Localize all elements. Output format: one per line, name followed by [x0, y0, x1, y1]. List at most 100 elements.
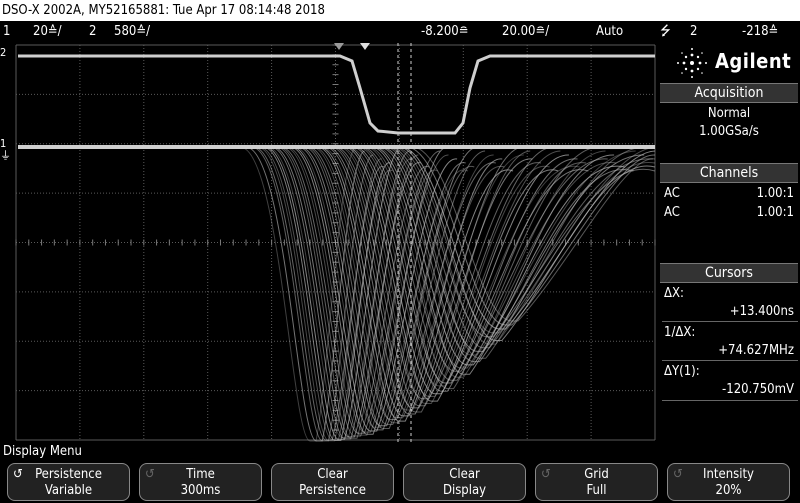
- status-bar: 1 20≙/ 2 580≙/ -8.200≘ 20.00≘/ Auto ⭍ 2 …: [0, 21, 800, 42]
- channel-1-persistence-trace: [384, 146, 643, 359]
- channel-1-persistence-trace: [389, 146, 656, 338]
- channel-1-persistence-trace: [278, 146, 430, 437]
- ch1-ground-label: 1: [0, 137, 7, 150]
- channel-1-persistence-trace: [367, 146, 617, 369]
- trigger-position-marker[interactable]: [334, 43, 344, 50]
- channel-1-persistence-trace: [327, 146, 533, 409]
- softkey-value-5: Full: [586, 483, 607, 498]
- softkey-clear-display[interactable]: Clear Display: [403, 463, 526, 501]
- channel-1-persistence-trace: [311, 146, 494, 424]
- channel-1-persistence-trace: [411, 146, 656, 322]
- delta-x-value: +13.400ns: [729, 304, 794, 319]
- channel-1-persistence-trace: [398, 146, 656, 341]
- softkey-bar: ↺ Persistence Variable ↺ Time 300ms Clea…: [0, 460, 800, 503]
- ch2-ground-label: 2: [0, 46, 7, 59]
- softkey-clear-persistence[interactable]: Clear Persistence: [271, 463, 394, 501]
- side-panel: Agilent Acquisition Normal 1.00GSa/s Cha…: [660, 43, 800, 442]
- softkey-value-6: 20%: [715, 483, 742, 498]
- ch2-coupling: AC: [664, 205, 680, 220]
- time-scale[interactable]: 20.00≘/: [502, 24, 550, 39]
- waveform-display[interactable]: 2 1 ⏚: [0, 43, 660, 442]
- channel-1-persistence-trace: [257, 146, 383, 442]
- time-offset[interactable]: -8.200≘: [421, 24, 469, 39]
- ch1-ground-marker[interactable]: 1 ⏚: [0, 137, 16, 162]
- channel-1-persistence-trace: [346, 146, 569, 395]
- channel-1-persistence-trace: [321, 146, 524, 411]
- entry-knob-icon: ↺: [673, 467, 683, 482]
- channel-1-persistence-trace: [365, 146, 606, 378]
- ch2-scale[interactable]: 580≙/: [114, 24, 151, 39]
- inverse-delta-x-label: 1/ΔX:: [664, 325, 696, 340]
- channel-1-persistence-trace: [262, 146, 391, 441]
- ground-icon: ⏚: [0, 149, 11, 162]
- trigger-source[interactable]: 2: [690, 24, 698, 39]
- delta-x-label: ΔX:: [664, 286, 684, 301]
- channel-1-persistence-trace: [406, 146, 656, 326]
- channel-1-persistence-trace: [357, 146, 587, 390]
- channel-1-persistence-trace: [270, 146, 410, 440]
- menu-title: Display Menu: [3, 444, 82, 459]
- softkey-grid[interactable]: ↺ Grid Full: [535, 463, 658, 501]
- channel-1-persistence-trace: [332, 146, 542, 407]
- softkey-value-4: Display: [442, 483, 487, 498]
- channel-1-persistence-trace: [381, 146, 645, 352]
- channel-1-persistence-trace: [286, 146, 449, 433]
- agilent-spark-icon: [677, 48, 707, 78]
- channel-1-persistence-trace: [294, 146, 469, 428]
- channel-1-persistence-trace: [303, 146, 475, 430]
- channel-1-persistence-trace: [251, 146, 374, 442]
- channel-1-persistence-trace: [276, 146, 419, 439]
- trigger-mode[interactable]: Auto: [596, 24, 624, 39]
- time-reference-marker[interactable]: [360, 43, 370, 50]
- softkey-value-1: Variable: [44, 483, 93, 498]
- channel-1-persistence-trace: [386, 146, 653, 349]
- acquisition-mode: Normal: [707, 106, 751, 121]
- inverse-delta-x-value: +74.627MHz: [718, 343, 794, 358]
- acquisition-header: Acquisition: [660, 83, 798, 103]
- ch1-number[interactable]: 1: [3, 24, 11, 39]
- softkey-label-4: Clear: [449, 467, 480, 482]
- channel-1-persistence-trace: [239, 146, 357, 442]
- channel-1-persistence-trace: [334, 146, 552, 400]
- ch1-scale[interactable]: 20≙/: [33, 24, 62, 39]
- cursors-header: Cursors: [660, 263, 798, 283]
- window-title: DSO-X 2002A, MY52165881: Tue Apr 17 08:1…: [0, 0, 800, 21]
- channel-1-persistence-trace: [400, 146, 656, 330]
- channel-1-persistence-trace: [317, 146, 503, 422]
- softkey-label-3: Clear: [317, 467, 348, 482]
- softkey-label-2: Time: [186, 467, 215, 482]
- entry-knob-icon: ↺: [541, 467, 551, 482]
- ch1-coupling: AC: [664, 186, 680, 201]
- channel-1-persistence-trace: [352, 146, 578, 392]
- channel-1-persistence-trace: [297, 146, 466, 431]
- channel-1-persistence-trace: [289, 146, 447, 435]
- channel-1-persistence-trace: [362, 146, 608, 372]
- channel-1-persistence-trace: [359, 146, 597, 381]
- channel-1-persistence-trace: [307, 146, 496, 420]
- channel-1-persistence-trace: [340, 146, 561, 397]
- logo: Agilent: [660, 43, 798, 83]
- channel-1-persistence-trace: [394, 146, 656, 334]
- entry-knob-icon: ↺: [13, 467, 23, 482]
- ch2-number[interactable]: 2: [89, 24, 97, 39]
- channel-1-persistence-trace: [305, 146, 486, 425]
- softkey-time[interactable]: ↺ Time 300ms: [139, 463, 262, 501]
- channel-1-persistence-trace: [330, 146, 531, 413]
- delta-y-label: ΔY(1):: [664, 364, 700, 379]
- softkey-persistence[interactable]: ↺ Persistence Variable: [7, 463, 130, 501]
- channels-header: Channels: [660, 163, 798, 183]
- channel-1-persistence-trace: [354, 146, 589, 384]
- ch2-probe: 1.00:1: [756, 205, 794, 220]
- channel-1-persistence-trace: [379, 146, 634, 363]
- ch2-ground-marker[interactable]: 2: [0, 46, 16, 62]
- softkey-value-2: 300ms: [180, 483, 221, 498]
- softkey-label-6: Intensity: [703, 467, 754, 482]
- divider: [662, 360, 798, 361]
- channel-1-persistence-trace: [344, 146, 559, 402]
- channel-1-persistence-trace: [373, 146, 625, 366]
- channel-1-persistence-trace: [348, 146, 580, 387]
- softkey-intensity[interactable]: ↺ Intensity 20%: [667, 463, 790, 501]
- trigger-level[interactable]: -218≙: [742, 24, 779, 39]
- channel-1-persistence-trace: [371, 146, 615, 375]
- channel-1-persistence-trace: [299, 146, 477, 427]
